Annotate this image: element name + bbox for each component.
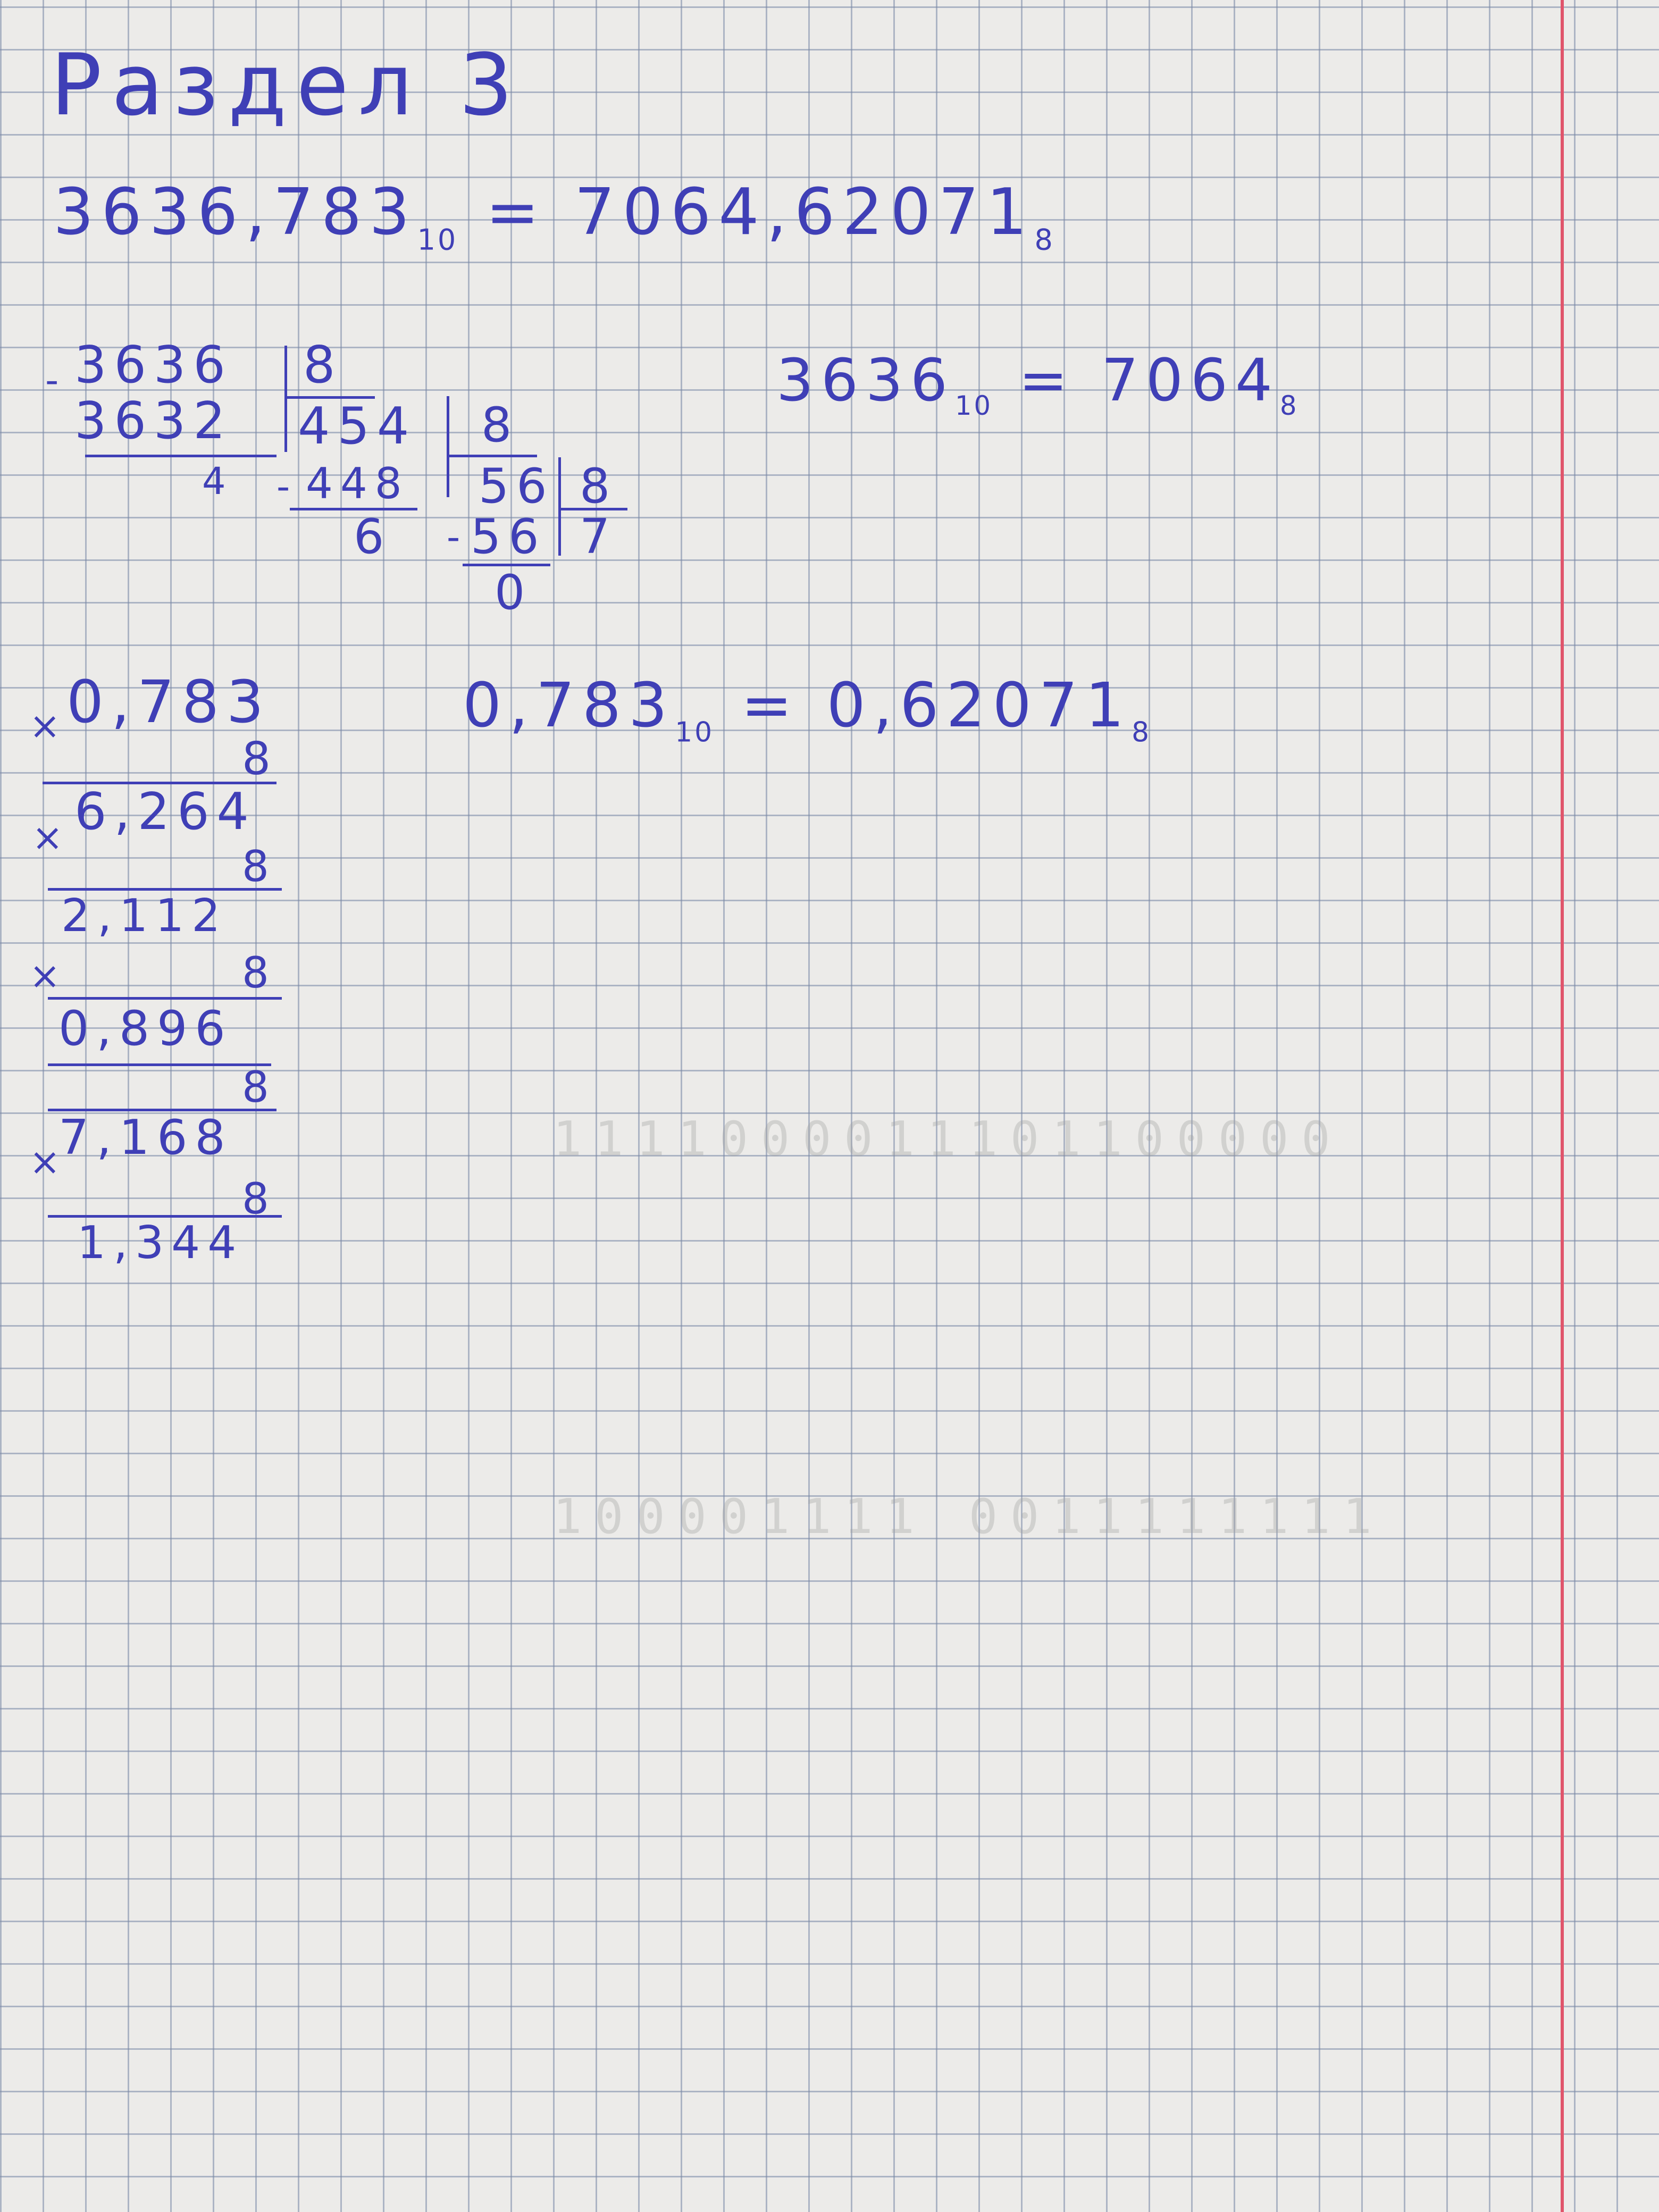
division-divisor2: 8 <box>481 397 520 453</box>
page-margin-line <box>1561 0 1564 2212</box>
int-lhs: 3636 <box>776 346 955 414</box>
frac-rhs: 0,62071 <box>826 670 1132 741</box>
mult-underline <box>48 997 282 1000</box>
equals-sign: = <box>485 175 547 249</box>
minus-sign: - <box>276 465 294 508</box>
frac-lhs: 0,783 <box>463 670 675 741</box>
division-bracket-horizontal <box>284 396 375 399</box>
division-dividend: 3636 <box>74 336 233 395</box>
division-sub3: 56 <box>471 509 547 565</box>
division-quotient3: 7 <box>580 509 618 565</box>
division-divisor: 8 <box>303 336 343 395</box>
minus-sign: - <box>45 358 62 402</box>
division-divisor3: 8 <box>580 458 618 514</box>
mult-multiplier: 8 <box>242 842 276 891</box>
mult-underline <box>48 1109 276 1111</box>
equals-sign: = <box>741 670 800 741</box>
mult-underline <box>48 888 282 891</box>
frac-lhs-base: 10 <box>675 716 715 749</box>
division-remainder3: 0 <box>495 565 533 621</box>
mult-underline <box>48 1063 271 1066</box>
result-rhs-base: 8 <box>1034 223 1055 257</box>
integer-conversion-result: 363610 = 70648 <box>776 351 1299 420</box>
page-title: Раздел 3 <box>51 35 523 135</box>
fraction-conversion-result: 0,78310 = 0,620718 <box>463 675 1151 747</box>
equals-sign: = <box>1018 346 1076 414</box>
frac-rhs-base: 8 <box>1132 716 1152 749</box>
division-bracket2-vertical <box>447 396 449 497</box>
division-underline1 <box>85 455 276 457</box>
mult-row-0: 0,783 <box>66 668 271 736</box>
mult-x-sign: × <box>32 816 66 859</box>
division-remainder2: 6 <box>354 509 392 565</box>
mult-underline <box>48 1215 282 1218</box>
mult-x-sign: × <box>29 954 64 998</box>
division-quotient2: 56 <box>479 458 555 514</box>
back-page-imprint: 1111000011101100000 <box>553 1111 1343 1167</box>
minus-sign: - <box>447 515 464 559</box>
mult-row-3: 0,896 <box>58 1001 233 1057</box>
result-lhs-base: 10 <box>417 223 458 257</box>
result-rhs: 7064,62071 <box>574 175 1035 249</box>
division-underline2 <box>290 508 417 510</box>
division-remainder1: 4 <box>202 459 229 503</box>
mult-row-4: 7,168 <box>58 1110 233 1166</box>
mult-row-5: 1,344 <box>77 1217 244 1269</box>
mult-underline <box>43 782 276 784</box>
mult-x-sign: × <box>29 1140 64 1184</box>
mult-multiplier: 8 <box>242 1174 276 1224</box>
mult-row-1: 6,264 <box>74 783 256 841</box>
division-underline3 <box>463 564 550 566</box>
mult-row-2: 2,112 <box>61 890 228 942</box>
int-lhs-base: 10 <box>954 390 993 422</box>
int-rhs: 7064 <box>1101 346 1280 414</box>
division-quotient1: 454 <box>298 397 417 456</box>
mult-multiplier: 8 <box>242 733 279 785</box>
mult-multiplier: 8 <box>242 948 276 998</box>
division-bracket2-horizontal <box>447 455 537 457</box>
division-sub2: 448 <box>306 459 409 508</box>
division-bracket3-horizontal <box>558 508 627 510</box>
int-rhs-base: 8 <box>1280 390 1299 422</box>
division-bracket3-vertical <box>558 457 561 556</box>
mult-multiplier: 8 <box>242 1062 276 1112</box>
mult-x-sign: × <box>29 704 64 748</box>
division-sub1: 3632 <box>74 392 233 450</box>
back-page-imprint: 100001111 0011111111 <box>553 1489 1385 1545</box>
result-lhs: 3636,783 <box>53 175 417 249</box>
division-bracket-vertical <box>284 346 287 452</box>
main-conversion-result: 3636,78310 = 7064,620718 <box>53 181 1055 255</box>
